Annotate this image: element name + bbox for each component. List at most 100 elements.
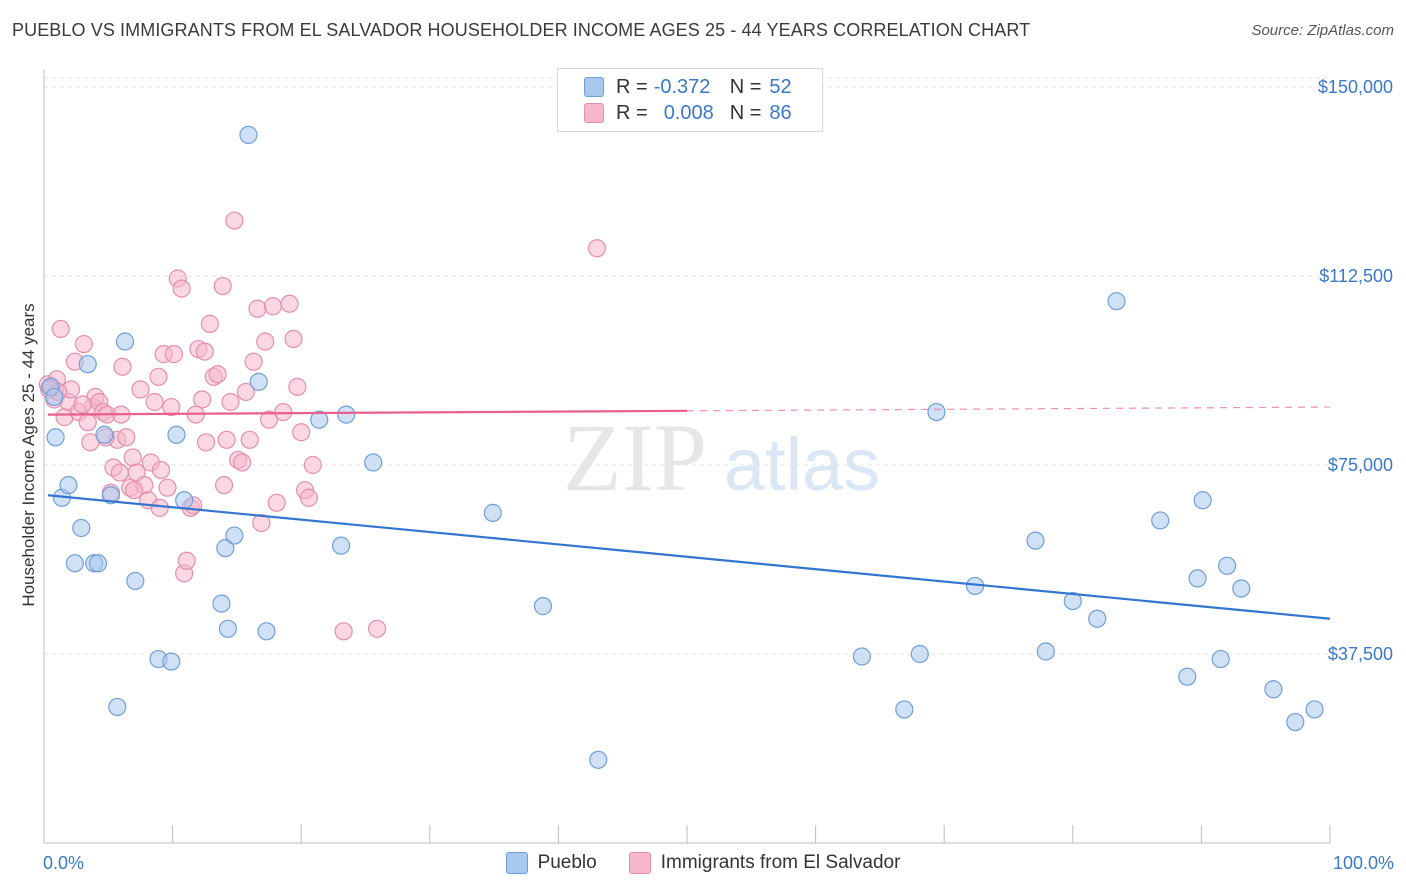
- trend-line-salvador-projection: [686, 406, 1331, 412]
- data-point: [117, 428, 136, 447]
- data-point: [151, 460, 171, 480]
- data-point: [257, 622, 276, 641]
- data-point: [232, 453, 252, 472]
- data-point: [248, 299, 267, 318]
- data-point: [310, 410, 329, 429]
- x-tick-label-right: 100.0%: [1333, 853, 1394, 873]
- data-point: [131, 380, 150, 399]
- data-point: [239, 125, 258, 144]
- data-point: [216, 539, 235, 558]
- data-point: [1151, 511, 1170, 530]
- watermark: ZIP atlas: [563, 404, 880, 511]
- data-point: [252, 513, 271, 533]
- data-point: [292, 423, 311, 442]
- y-tick-label: $37,500: [1328, 644, 1393, 664]
- chart-source: Source: ZipAtlas.com: [1251, 22, 1394, 39]
- data-point: [78, 413, 97, 432]
- data-point: [1107, 292, 1126, 311]
- data-point: [299, 488, 319, 507]
- data-point: [72, 518, 91, 538]
- data-point: [167, 425, 186, 444]
- data-point: [1088, 609, 1107, 628]
- data-point: [249, 372, 268, 391]
- data-point: [256, 332, 275, 351]
- data-point: [1305, 700, 1324, 719]
- data-point: [284, 329, 303, 349]
- data-point: [108, 697, 127, 717]
- data-point: [367, 619, 387, 638]
- data-point: [263, 297, 283, 316]
- n-value: 52: [769, 75, 792, 98]
- data-point: [95, 425, 114, 444]
- data-point: [910, 644, 929, 664]
- data-point: [364, 453, 383, 472]
- data-point: [59, 476, 78, 495]
- data-point: [45, 387, 64, 407]
- data-point: [221, 392, 240, 412]
- y-axis-label: Householder Income Ages 25 - 44 years: [19, 303, 38, 606]
- data-point: [267, 493, 286, 512]
- r-label: R =: [616, 75, 648, 98]
- trend-lines: [47, 406, 1331, 620]
- watermark-zip: ZIP: [563, 404, 707, 511]
- data-point: [483, 503, 502, 522]
- data-point: [587, 239, 607, 258]
- data-point: [208, 365, 227, 384]
- data-point: [852, 647, 871, 666]
- y-tick-label: $150,000: [1318, 77, 1393, 97]
- data-point: [218, 619, 237, 638]
- data-point: [1232, 579, 1251, 598]
- data-point: [1188, 569, 1207, 588]
- salvador-swatch: [584, 103, 604, 123]
- data-point: [162, 652, 181, 671]
- data-point: [1178, 667, 1197, 686]
- data-point: [589, 750, 608, 769]
- data-point: [244, 352, 263, 371]
- data-point: [212, 594, 231, 613]
- x-tick-label-left: 0.0%: [43, 853, 84, 873]
- y-tick-label: $75,000: [1328, 455, 1393, 475]
- data-point: [213, 276, 232, 296]
- gridlines: [44, 77, 1330, 655]
- data-point: [193, 390, 212, 409]
- data-point: [200, 314, 219, 333]
- data-point: [123, 448, 142, 467]
- pueblo-swatch: [584, 77, 604, 97]
- legend-item-salvador: Immigrants from El Salvador: [628, 852, 900, 874]
- trend-line-salvador: [47, 409, 688, 416]
- series-pueblo: [41, 125, 1324, 769]
- data-point: [1286, 712, 1305, 732]
- data-point: [895, 700, 914, 719]
- data-point: [88, 554, 108, 573]
- data-point: [78, 355, 97, 374]
- legend-row-salvador: R = 0.008 N = 86: [584, 100, 792, 126]
- stats-legend: R = -0.372 N = 52 R = 0.008 N = 86: [557, 68, 823, 132]
- data-point: [288, 377, 307, 396]
- r-label: R =: [616, 101, 648, 124]
- data-point: [225, 526, 244, 545]
- data-point: [331, 536, 351, 555]
- data-point: [1193, 491, 1212, 510]
- y-tick-label: $112,500: [1319, 266, 1393, 286]
- data-point: [149, 367, 168, 386]
- n-label: N =: [729, 75, 762, 98]
- data-point: [172, 279, 191, 298]
- data-point: [73, 395, 92, 414]
- series-legend: Pueblo Immigrants from El Salvador: [0, 852, 1406, 874]
- data-point: [1026, 531, 1045, 550]
- data-point: [65, 554, 84, 573]
- data-point: [158, 478, 177, 497]
- legend-row-pueblo: R = -0.372 N = 52: [584, 74, 792, 100]
- data-point: [113, 357, 132, 376]
- data-point: [236, 382, 256, 402]
- data-point: [334, 622, 353, 641]
- salvador-swatch: [628, 852, 651, 874]
- data-point: [46, 428, 65, 447]
- data-point: [1211, 649, 1230, 669]
- r-value: 0.008: [663, 101, 714, 124]
- data-point: [303, 455, 322, 475]
- axes: [43, 70, 1331, 844]
- data-point: [196, 433, 216, 452]
- data-point: [217, 430, 236, 449]
